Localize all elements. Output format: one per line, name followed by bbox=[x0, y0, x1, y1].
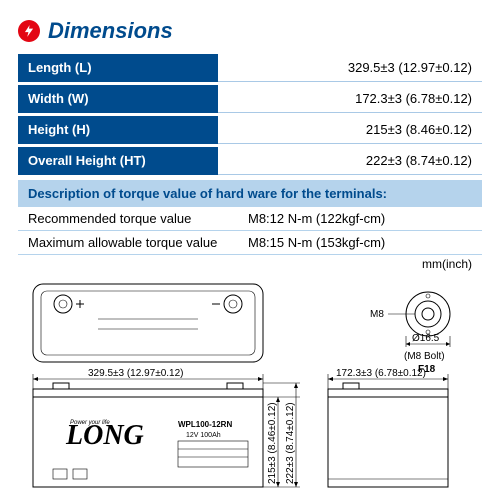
technical-drawings: M8 Ø16.5 (M8 Bolt) F18 329.5±3 (12.97±0.… bbox=[18, 279, 482, 499]
dim-label: Overall Height (HT) bbox=[18, 147, 218, 175]
side-width-dim: 172.3±3 (6.78±0.12) bbox=[336, 368, 426, 379]
dimensions-table: Length (L) 329.5±3 (12.97±0.12) Width (W… bbox=[18, 54, 482, 178]
bolt-thread: M8 bbox=[370, 309, 384, 320]
units-label: mm(inch) bbox=[18, 255, 482, 277]
dim-label: Height (H) bbox=[18, 116, 218, 144]
bolt-icon bbox=[18, 20, 40, 42]
dim-value: 329.5±3 (12.97±0.12) bbox=[218, 54, 482, 82]
bolt-detail-drawing: M8 Ø16.5 (M8 Bolt) F18 bbox=[370, 292, 450, 375]
torque-value: M8:15 N-m (153kgf-cm) bbox=[248, 235, 472, 250]
front-height-dim: 215±3 (8.46±0.12) bbox=[267, 402, 278, 484]
dim-row: Height (H) 215±3 (8.46±0.12) bbox=[18, 116, 482, 147]
dim-value: 222±3 (8.74±0.12) bbox=[218, 147, 482, 175]
bolt-diameter: Ø16.5 bbox=[412, 333, 440, 344]
top-view-drawing bbox=[33, 284, 263, 362]
dim-row: Overall Height (HT) 222±3 (8.74±0.12) bbox=[18, 147, 482, 178]
dim-value: 172.3±3 (6.78±0.12) bbox=[218, 85, 482, 113]
dim-value: 215±3 (8.46±0.12) bbox=[218, 116, 482, 144]
dim-row: Length (L) 329.5±3 (12.97±0.12) bbox=[18, 54, 482, 85]
bolt-label-1: (M8 Bolt) bbox=[404, 351, 445, 362]
front-view-drawing: 329.5±3 (12.97±0.12) LONG Power your lif… bbox=[33, 368, 300, 487]
torque-label: Recommended torque value bbox=[28, 211, 248, 226]
rating-label: 12V 100Ah bbox=[186, 432, 221, 439]
section-title: Dimensions bbox=[48, 18, 173, 44]
model-label: WPL100-12RN bbox=[178, 420, 232, 429]
dim-label: Length (L) bbox=[18, 54, 218, 82]
torque-value: M8:12 N-m (122kgf-cm) bbox=[248, 211, 472, 226]
brand-tagline: Power your life bbox=[70, 420, 110, 426]
dim-label: Width (W) bbox=[18, 85, 218, 113]
torque-label: Maximum allowable torque value bbox=[28, 235, 248, 250]
torque-row: Recommended torque value M8:12 N-m (122k… bbox=[18, 207, 482, 231]
torque-row: Maximum allowable torque value M8:15 N-m… bbox=[18, 231, 482, 255]
front-length-dim: 329.5±3 (12.97±0.12) bbox=[88, 368, 184, 379]
front-overall-height-dim: 222±3 (8.74±0.12) bbox=[285, 402, 296, 484]
torque-description-bar: Description of torque value of hard ware… bbox=[18, 180, 482, 207]
dim-row: Width (W) 172.3±3 (6.78±0.12) bbox=[18, 85, 482, 116]
section-header: Dimensions bbox=[18, 18, 482, 44]
side-view-drawing: 172.3±3 (6.78±0.12) bbox=[328, 368, 448, 487]
